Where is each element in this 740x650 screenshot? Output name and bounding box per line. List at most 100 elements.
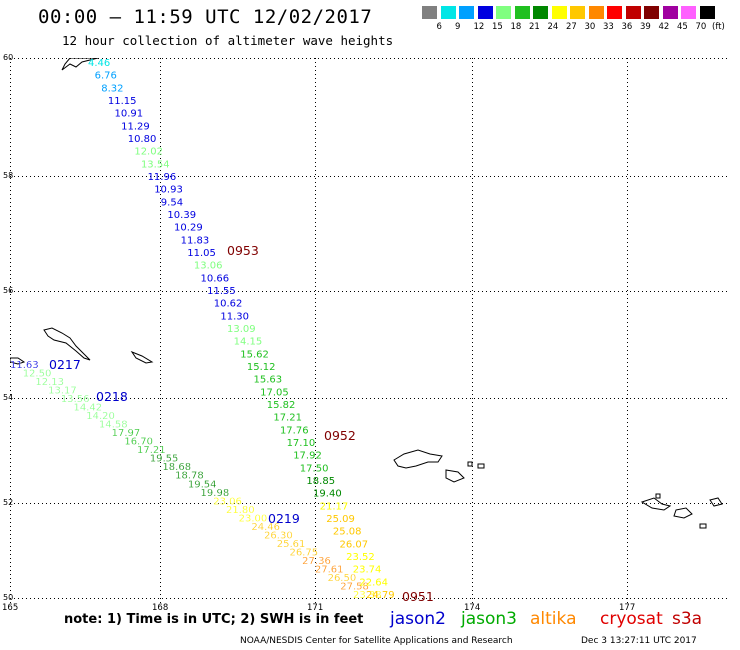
latitude-label: 58 [3,171,14,180]
wave-height-value: 10.62 [214,299,243,310]
latitude-label: 52 [3,498,14,507]
wave-height-value: 19.54 [188,479,217,490]
wave-height-value: 19.40 [313,489,342,500]
wave-height-value: 19.55 [150,454,179,465]
legend-swatch [662,6,678,19]
wave-height-value: 27.61 [315,564,344,575]
wave-height-value: 24.46 [251,522,280,533]
wave-height-value: 14.42 [74,403,103,414]
wave-height-value: 11.30 [220,311,249,322]
longitude-label: 177 [619,603,636,613]
legend-label: 42 [658,22,670,32]
wave-height-value: 17.05 [260,387,289,398]
wave-height-value: 12.50 [23,369,52,380]
wave-height-value: 22.64 [359,577,388,588]
wave-height-value: 15.62 [240,349,269,360]
credit-line: NOAA/NESDIS Center for Satellite Applica… [240,636,513,646]
generation-timestamp: Dec 3 13:27:11 UTC 2017 [581,636,697,646]
pass-time-label: 0953 [227,243,259,258]
wave-height-value: 12.02 [134,147,163,158]
wave-height-value: 24.79 [366,590,395,601]
legend-label: 6 [436,22,442,32]
legend-swatch [588,6,604,19]
wave-height-value: 26.50 [328,573,357,584]
wave-height-value: 27.36 [302,556,331,567]
wave-height-value: 10.66 [201,273,230,284]
wave-height-value: 17.76 [280,425,309,436]
wave-height-value: 15.82 [267,400,296,411]
wave-height-value: 25.08 [333,527,362,538]
wave-height-value: 11.55 [207,286,236,297]
wave-height-value: 13.54 [141,159,170,170]
latitude-label: 50 [3,593,14,602]
wave-height-value: 13.17 [48,386,77,397]
wave-height-value: 11.05 [187,248,216,259]
wave-height-value: 17.21 [137,445,166,456]
wave-height-value: 26.30 [264,530,293,541]
wave-height-value: 16.70 [124,437,153,448]
pass-time-label: 0218 [96,389,128,404]
coastline-island-west [43,327,91,361]
wave-height-value: 25.61 [277,539,306,550]
wave-height-value: 18.78 [175,471,204,482]
coastline-alaska [61,58,99,71]
legend-swatch [570,6,585,19]
legend-label: 33 [603,22,614,32]
coastline-aleutian-small1 [445,469,465,483]
wave-height-value: 10.80 [128,134,157,145]
legend-swatch [644,6,659,19]
coastline-aleutian-small3 [477,463,485,469]
coastline-aleutian-small2 [467,461,473,467]
wave-height-value: 26.75 [289,547,318,558]
wave-height-value: 18.68 [162,462,191,473]
wave-height-value: 10.29 [174,223,203,234]
wave-height-value: 14.58 [99,420,128,431]
longitude-label: 165 [2,603,19,613]
wave-height-value: 23.52 [346,552,375,563]
coastlines [10,58,723,529]
wave-height-value: 26.07 [340,539,369,550]
wave-height-value: 11.15 [108,96,137,107]
legend-label: 70 [695,22,707,32]
coastline-aleutian-umnak [393,449,443,469]
legend-swatch [551,6,567,19]
map-title: 00:00 – 11:59 UTC 12/02/2017 [38,6,373,28]
wave-height-value: 13.56 [61,394,90,405]
legend-label: 36 [621,22,633,32]
legend-label: 15 [492,22,503,32]
legend-swatch [422,6,437,19]
coastline-aleutian-east [640,497,672,511]
wave-height-value: 15.63 [253,375,282,386]
legend-swatch [477,6,493,19]
latitude-label: 56 [3,286,14,295]
legend-label: 21 [529,22,540,32]
wave-height-value: 8.32 [101,83,123,94]
footer-note: note: 1) Time is in UTC; 2) SWH is in fe… [64,612,364,627]
legend-swatch [533,6,548,19]
legend-label: 18 [510,22,522,32]
legend-swatch [514,6,530,19]
legend-label: 30 [584,22,596,32]
wave-height-value: 17.97 [112,428,141,439]
longitude-label: 174 [464,603,481,613]
satellite-legend-s3a: s3a [672,609,703,629]
satellite-legend-altika: altika [530,609,577,629]
wave-height-value: 17.50 [300,463,329,474]
wave-height-value: 9.54 [161,197,183,208]
wave-height-value: 15.12 [247,362,276,373]
legend-label: 12 [473,22,485,32]
legend-swatch [496,6,511,19]
wave-height-value: 25.09 [326,514,355,525]
wave-height-value: 4.46 [88,58,110,69]
wave-height-value: 14.20 [86,411,115,422]
altimeter-map: 11.6312.5012.1313.1713.5614.4214.2014.58… [10,58,730,603]
wave-height-value: 17.92 [293,451,322,462]
wave-height-value: 23.06 [213,496,242,507]
wave-height-value: 11.96 [148,172,177,183]
wave-height-value: 10.91 [114,109,143,120]
legend-label: 24 [547,22,559,32]
wave-height-value: 23.38 [353,590,382,601]
wave-height-value: 23.00 [239,513,268,524]
wave-height-value: 21.17 [320,501,349,512]
legend-swatch [440,6,456,19]
